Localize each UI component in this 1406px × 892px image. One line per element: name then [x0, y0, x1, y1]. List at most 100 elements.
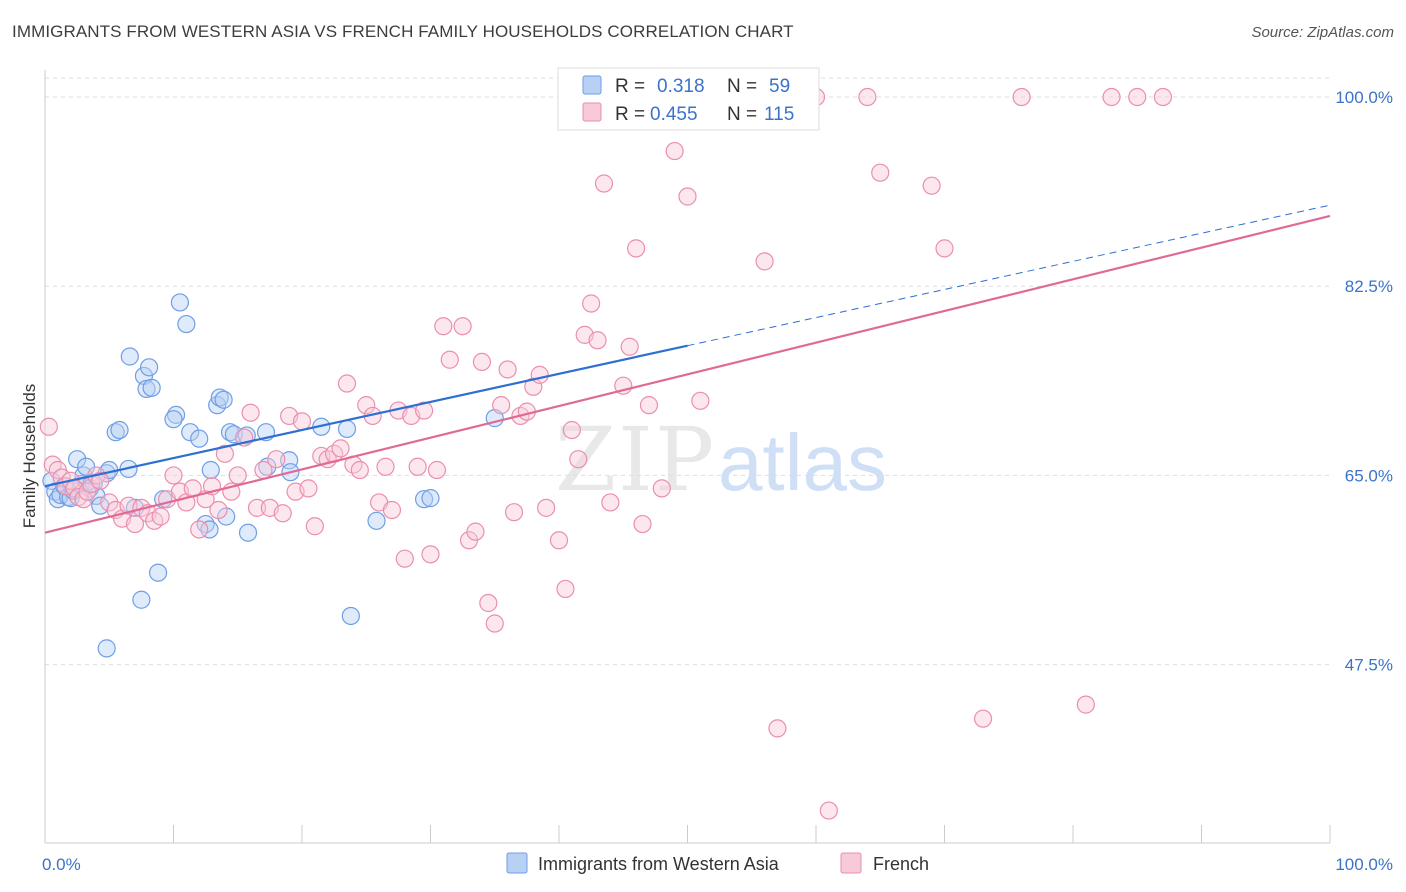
point-immigrants — [148, 563, 168, 582]
point-french — [530, 365, 549, 384]
legend-label-french: French — [873, 854, 929, 874]
point-french — [453, 317, 472, 336]
point-immigrants — [341, 606, 360, 626]
x-tick-label-min: 0.0% — [42, 855, 81, 874]
stats-box: R = 0.318 N = 59 R = 0.455 N = 115 — [557, 67, 820, 131]
watermark-zip: ZIP — [555, 408, 716, 511]
point-french — [382, 500, 402, 520]
point-immigrants — [142, 378, 161, 397]
point-french — [43, 455, 62, 474]
point-french — [504, 503, 524, 522]
point-french — [466, 522, 485, 541]
point-french — [492, 396, 511, 415]
point-immigrants — [237, 426, 256, 445]
point-french — [935, 239, 954, 258]
point-immigrants — [200, 520, 219, 539]
axes: 47.5% 65.0% 82.5% 100.0% 0.0% 100.0% — [42, 70, 1393, 874]
point-french — [871, 163, 890, 182]
point-french — [414, 401, 434, 420]
chart-source: Source: ZipAtlas.com — [1251, 24, 1394, 41]
point-french — [620, 337, 639, 356]
point-french — [594, 174, 614, 193]
point-french — [626, 239, 646, 258]
stats-r-label-2: R = — [615, 104, 645, 125]
point-immigrants — [421, 489, 440, 508]
point-french — [755, 252, 774, 271]
point-immigrants — [214, 390, 233, 409]
y-tick-label: 47.5% — [1345, 656, 1393, 675]
point-french — [485, 614, 504, 633]
point-immigrants — [170, 293, 190, 312]
legend: Immigrants from Western Asia French — [506, 852, 929, 874]
point-french — [549, 531, 569, 550]
y-tick-label: 65.0% — [1345, 466, 1393, 485]
point-french — [376, 457, 395, 476]
point-immigrants — [164, 410, 183, 429]
y-axis-label: Family Households — [20, 384, 39, 529]
point-french — [215, 444, 234, 463]
trend-lines — [44, 204, 1331, 534]
y-tick-label: 82.5% — [1345, 277, 1393, 296]
point-french — [228, 466, 247, 485]
point-french — [1012, 87, 1031, 107]
point-french — [498, 360, 517, 379]
trend-line-immigrants — [44, 344, 688, 488]
point-immigrants — [190, 429, 209, 448]
point-french — [858, 87, 877, 107]
stats-n-label-1: N = — [727, 76, 757, 97]
point-immigrants — [224, 425, 243, 444]
legend-swatch-blue — [506, 852, 528, 874]
point-french — [652, 479, 671, 498]
point-immigrants — [367, 511, 386, 530]
point-french — [1076, 695, 1095, 714]
point-french — [357, 396, 376, 415]
series-french-points — [39, 87, 1173, 820]
point-french — [190, 520, 209, 539]
point-french — [588, 331, 607, 350]
point-french — [408, 457, 427, 476]
point-french — [639, 396, 659, 415]
trend-line-french — [44, 214, 1331, 534]
x-tick-label-max: 100.0% — [1335, 855, 1393, 874]
point-french — [601, 493, 620, 512]
point-french — [472, 352, 491, 372]
point-french — [691, 391, 710, 410]
point-french — [562, 420, 581, 440]
point-immigrants — [181, 423, 200, 442]
point-french — [125, 514, 145, 534]
point-french — [299, 479, 318, 498]
point-french — [582, 294, 601, 313]
stats-n-value-1: 59 — [769, 76, 790, 97]
point-french — [434, 317, 453, 336]
stats-r-label-1: R = — [615, 76, 645, 97]
legend-label-immigrants: Immigrants from Western Asia — [538, 854, 780, 874]
point-french — [537, 498, 556, 517]
point-french — [241, 403, 260, 422]
point-french — [922, 176, 941, 195]
point-french — [421, 545, 440, 564]
point-french — [665, 141, 684, 161]
series-immigrants-points — [42, 293, 504, 658]
point-french — [267, 450, 286, 469]
point-french — [768, 719, 787, 738]
point-immigrants — [337, 419, 357, 439]
chart-title: IMMIGRANTS FROM WESTERN ASIA VS FRENCH F… — [12, 22, 794, 41]
point-french — [39, 417, 58, 436]
point-french — [556, 579, 575, 599]
watermark-atlas: atlas — [718, 418, 887, 507]
point-french — [164, 466, 183, 485]
point-french — [395, 549, 414, 568]
point-french — [678, 187, 697, 206]
point-french — [292, 412, 312, 431]
point-immigrants — [238, 523, 258, 542]
watermark: ZIP atlas — [555, 408, 887, 511]
y-tick-label: 100.0% — [1335, 88, 1393, 107]
point-french — [337, 374, 357, 393]
grid — [45, 77, 1330, 666]
stats-r-value-2: 0.455 — [650, 104, 698, 125]
point-french — [1102, 87, 1121, 107]
point-french — [569, 450, 588, 469]
stats-r-value-1: 0.318 — [657, 76, 705, 97]
point-french — [350, 460, 369, 480]
